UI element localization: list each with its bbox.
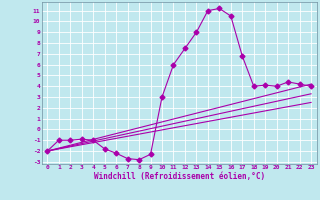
X-axis label: Windchill (Refroidissement éolien,°C): Windchill (Refroidissement éolien,°C) — [94, 172, 265, 181]
